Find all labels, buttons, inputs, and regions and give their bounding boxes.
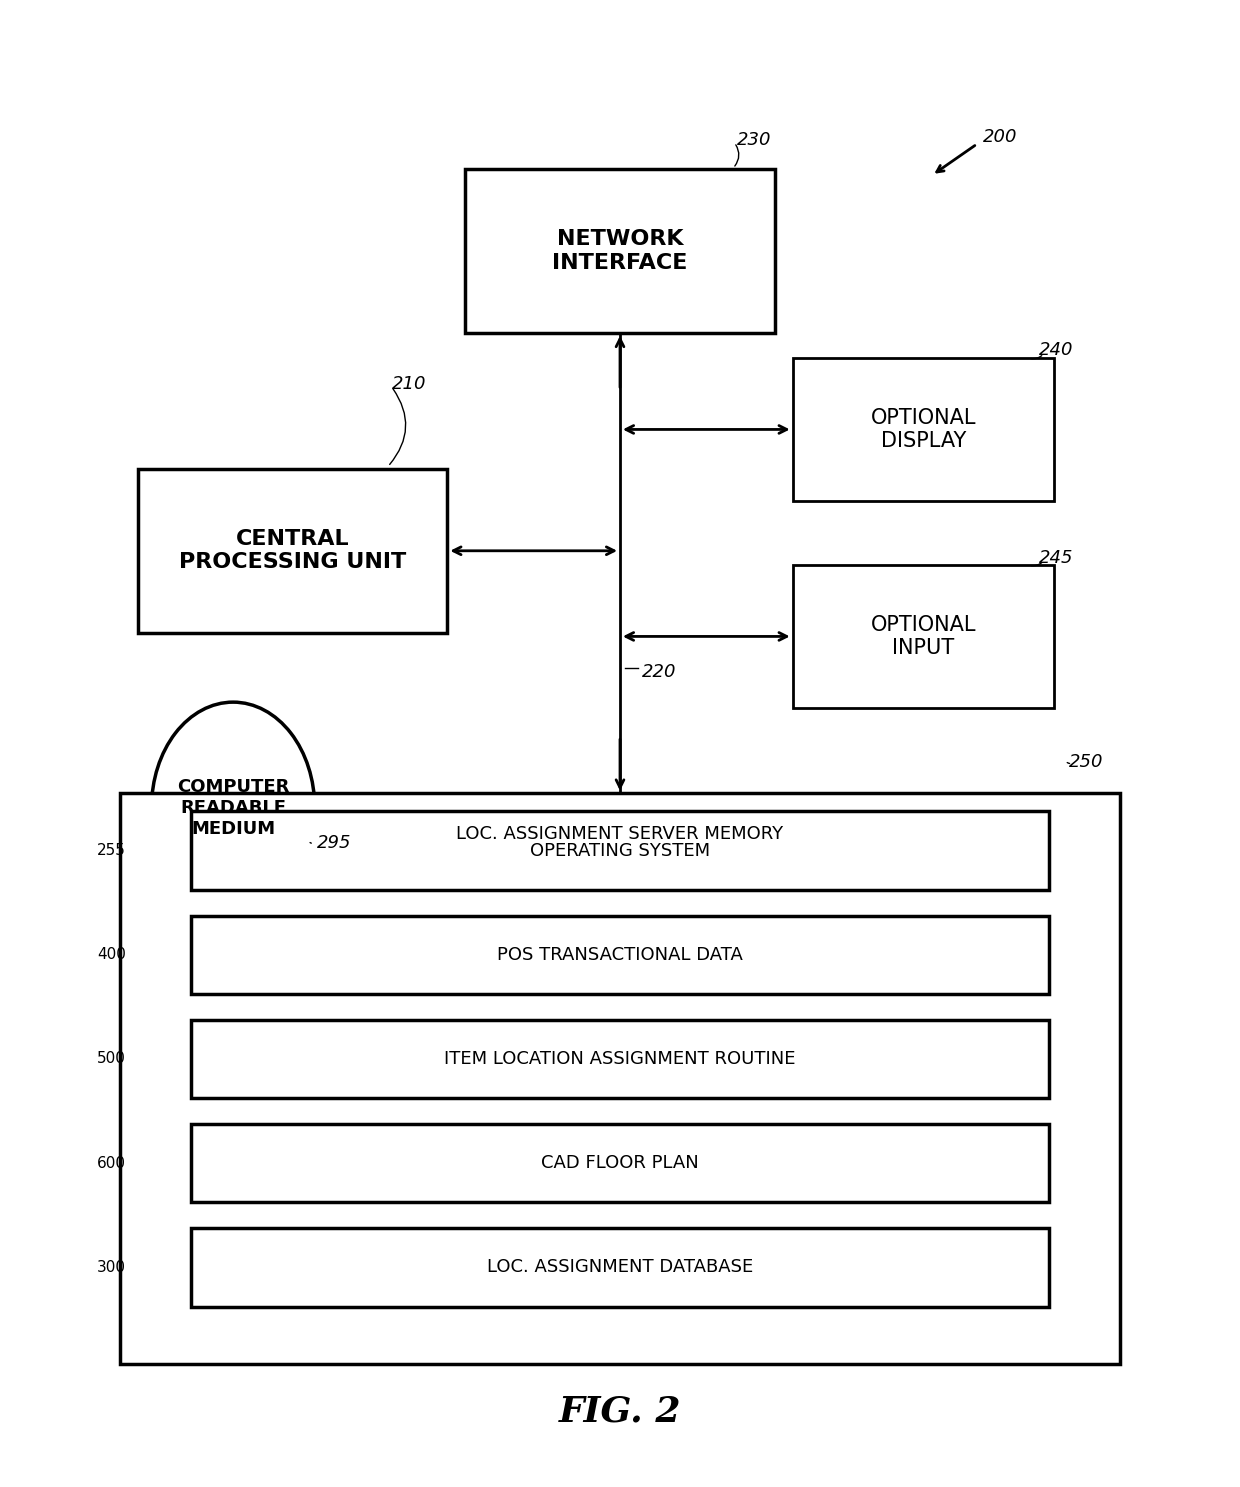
Bar [792, 565, 1054, 708]
Text: POS TRANSACTIONAL DATA: POS TRANSACTIONAL DATA [497, 946, 743, 964]
Text: OPERATING SYSTEM: OPERATING SYSTEM [529, 842, 711, 859]
Text: 300: 300 [97, 1259, 126, 1274]
Text: NETWORK
INTERFACE: NETWORK INTERFACE [552, 229, 688, 272]
Text: 500: 500 [97, 1051, 126, 1066]
Text: 230: 230 [737, 131, 771, 149]
Text: 295: 295 [316, 834, 351, 852]
Bar [191, 1020, 1049, 1099]
Text: 400: 400 [97, 947, 126, 962]
Ellipse shape [151, 702, 315, 913]
Bar [191, 1124, 1049, 1203]
Text: ITEM LOCATION ASSIGNMENT ROUTINE: ITEM LOCATION ASSIGNMENT ROUTINE [444, 1050, 796, 1068]
Bar [465, 170, 775, 333]
Text: 220: 220 [641, 663, 676, 681]
Text: LOC. ASSIGNMENT SERVER MEMORY: LOC. ASSIGNMENT SERVER MEMORY [456, 825, 784, 843]
Text: 245: 245 [1039, 549, 1074, 567]
Bar [191, 1228, 1049, 1307]
Text: FIG. 2: FIG. 2 [559, 1395, 681, 1429]
Bar [792, 358, 1054, 501]
Text: CENTRAL
PROCESSING UNIT: CENTRAL PROCESSING UNIT [179, 529, 407, 572]
Text: CAD FLOOR PLAN: CAD FLOOR PLAN [541, 1154, 699, 1172]
Text: 250: 250 [1069, 752, 1104, 772]
Text: 240: 240 [1039, 341, 1074, 358]
Text: 255: 255 [97, 843, 126, 858]
Text: OPTIONAL
INPUT: OPTIONAL INPUT [870, 614, 976, 659]
Bar [120, 794, 1120, 1365]
Text: COMPUTER
READABLE
MEDIUM: COMPUTER READABLE MEDIUM [177, 778, 289, 837]
Bar [138, 468, 448, 633]
Text: LOC. ASSIGNMENT DATABASE: LOC. ASSIGNMENT DATABASE [487, 1258, 753, 1276]
Bar [191, 812, 1049, 889]
Text: 200: 200 [983, 128, 1018, 146]
Bar [191, 916, 1049, 993]
Text: 210: 210 [392, 375, 427, 393]
Text: OPTIONAL
DISPLAY: OPTIONAL DISPLAY [870, 407, 976, 451]
Text: 600: 600 [97, 1155, 126, 1170]
